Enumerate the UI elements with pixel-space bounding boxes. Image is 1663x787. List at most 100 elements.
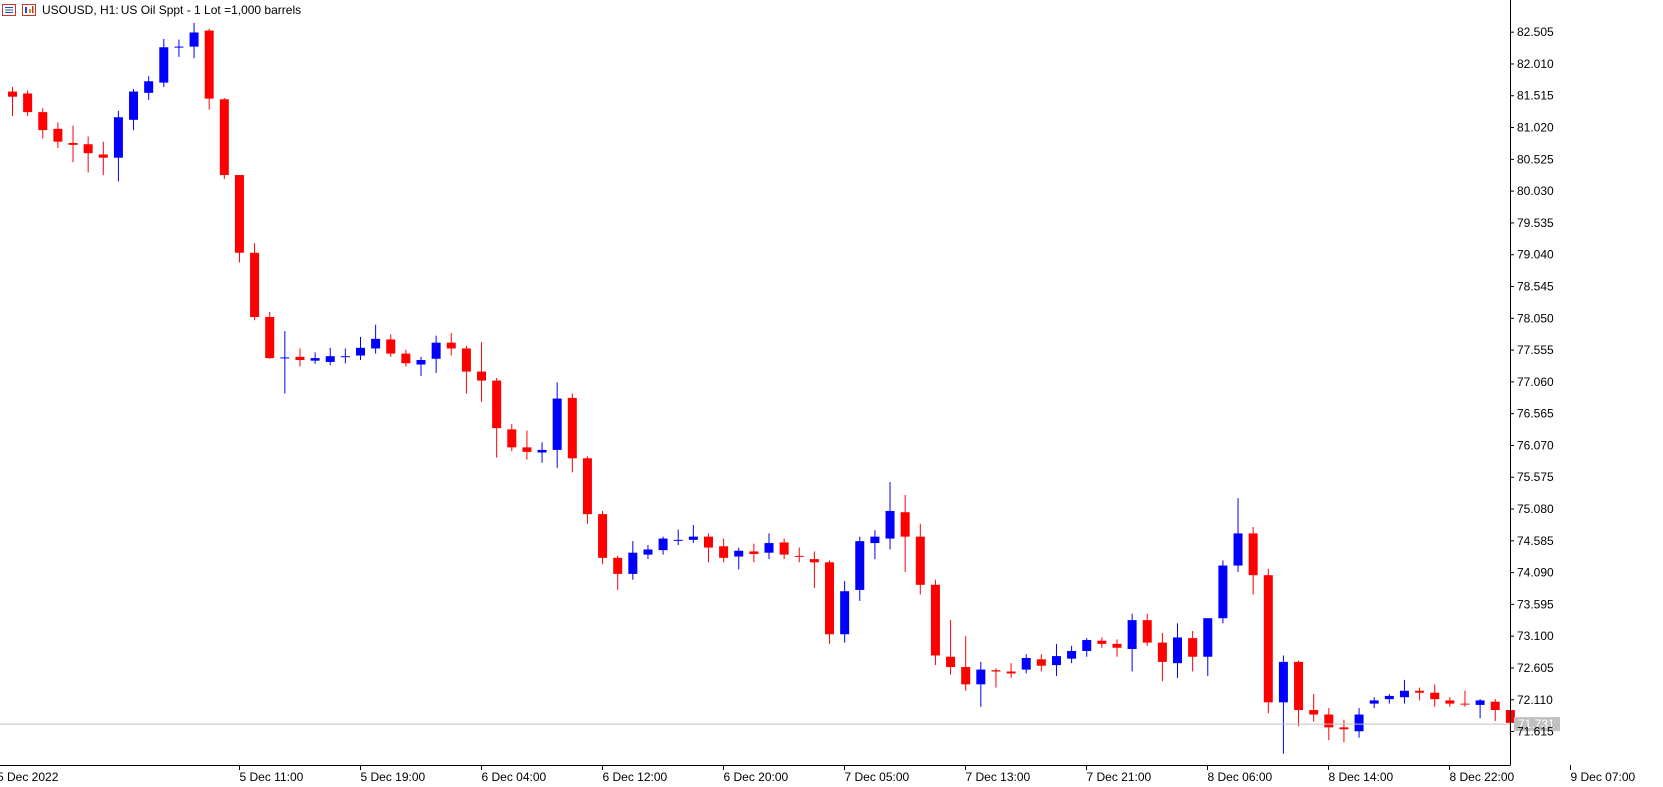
chart-header: USOUSD, H1: US Oil Sppt - 1 Lot =1,000 b… bbox=[0, 2, 301, 18]
candle bbox=[371, 324, 381, 354]
candle-body bbox=[310, 358, 320, 361]
y-tick-label: 76.070 bbox=[1517, 438, 1554, 452]
candle-body bbox=[98, 154, 108, 158]
candle-body bbox=[703, 536, 713, 548]
candle bbox=[764, 533, 774, 560]
candle bbox=[643, 544, 653, 560]
candle bbox=[1354, 708, 1364, 738]
y-tick-label: 74.090 bbox=[1517, 566, 1554, 580]
candle-body bbox=[1324, 714, 1334, 728]
candle-body bbox=[930, 584, 940, 656]
candle bbox=[1339, 719, 1349, 743]
candle-body bbox=[1263, 575, 1273, 703]
y-tick-label: 78.050 bbox=[1517, 311, 1554, 325]
x-tick-label: 8 Dec 06:00 bbox=[1208, 770, 1273, 784]
candle-body bbox=[794, 555, 804, 557]
candle-body bbox=[961, 667, 971, 685]
candle-body bbox=[840, 591, 850, 635]
candle bbox=[703, 533, 713, 563]
candle bbox=[355, 336, 365, 361]
x-tick-label: 7 Dec 21:00 bbox=[1087, 770, 1152, 784]
candle-body bbox=[159, 47, 169, 83]
candle-body bbox=[129, 91, 139, 120]
candle-body bbox=[567, 397, 577, 459]
candle bbox=[673, 529, 683, 545]
candle-body bbox=[416, 360, 426, 365]
candle bbox=[507, 424, 517, 452]
candle-body bbox=[265, 316, 275, 359]
y-tick-label: 75.575 bbox=[1517, 470, 1554, 484]
candle bbox=[1082, 638, 1092, 657]
candle-body bbox=[1294, 661, 1304, 711]
candle-body bbox=[1173, 637, 1183, 664]
y-tick-label: 79.535 bbox=[1517, 216, 1554, 230]
candle bbox=[840, 580, 850, 643]
candle bbox=[1415, 687, 1425, 701]
candle-body bbox=[371, 338, 381, 349]
candle-body bbox=[204, 30, 214, 99]
list-icon[interactable] bbox=[2, 4, 16, 16]
candle-body bbox=[764, 543, 774, 553]
candle bbox=[1384, 693, 1394, 704]
candle-body bbox=[1188, 638, 1198, 657]
candle bbox=[991, 668, 1001, 688]
current-price-label-bg bbox=[1514, 717, 1560, 732]
candle-body bbox=[991, 670, 1001, 672]
chart-bars-icon[interactable] bbox=[22, 4, 36, 16]
candle bbox=[1460, 690, 1470, 707]
candle bbox=[1445, 697, 1455, 707]
candle-body bbox=[325, 356, 335, 362]
candle-body bbox=[38, 112, 48, 131]
x-tick-label: 7 Dec 13:00 bbox=[966, 770, 1031, 784]
candle-body bbox=[946, 656, 956, 668]
chart-description: US Oil Sppt - 1 Lot =1,000 barrels bbox=[120, 3, 302, 17]
candle bbox=[1218, 560, 1228, 624]
candle-body bbox=[446, 342, 456, 349]
candle-body bbox=[779, 542, 789, 555]
candle bbox=[1188, 631, 1198, 672]
candle bbox=[189, 22, 199, 59]
candle bbox=[386, 334, 396, 357]
candle bbox=[204, 28, 214, 110]
candle bbox=[446, 333, 456, 356]
candle bbox=[416, 356, 426, 377]
candle bbox=[492, 378, 502, 458]
candle bbox=[144, 76, 154, 100]
x-tick-label: 7 Dec 05:00 bbox=[845, 770, 910, 784]
candle-body bbox=[8, 91, 17, 97]
y-tick-label: 79.040 bbox=[1517, 248, 1554, 262]
candle-body bbox=[1006, 671, 1016, 674]
candle bbox=[915, 523, 925, 595]
candle-body bbox=[915, 536, 925, 585]
candle-body bbox=[1097, 640, 1107, 644]
candle-body bbox=[1082, 640, 1092, 651]
candle bbox=[930, 579, 940, 666]
y-tick-label: 73.595 bbox=[1517, 597, 1554, 611]
candle bbox=[598, 510, 608, 565]
candle-body bbox=[477, 371, 487, 381]
candle bbox=[234, 175, 244, 263]
candle bbox=[1051, 643, 1061, 677]
candle-body bbox=[219, 99, 229, 176]
candle bbox=[537, 442, 547, 463]
candle-body bbox=[1051, 656, 1061, 666]
candle bbox=[401, 349, 411, 367]
x-tick-label: 8 Dec 14:00 bbox=[1329, 770, 1394, 784]
candle bbox=[522, 430, 532, 460]
candle bbox=[174, 39, 184, 57]
candle bbox=[719, 538, 729, 563]
candle bbox=[1248, 527, 1258, 595]
candle bbox=[1263, 568, 1273, 714]
candle-body bbox=[386, 339, 396, 354]
candle bbox=[582, 456, 592, 524]
candle-body bbox=[537, 449, 547, 453]
candle bbox=[1369, 697, 1379, 709]
candle-body bbox=[174, 46, 184, 48]
y-tick-label: 72.605 bbox=[1517, 661, 1554, 675]
candle-body bbox=[492, 380, 502, 429]
price-line-layer: 71.731 bbox=[0, 717, 1560, 732]
x-axis: 5 Dec 2022 5 Dec 11:00 5 Dec 19:00 6 Dec 04… bbox=[0, 765, 1636, 784]
candle bbox=[477, 342, 487, 402]
